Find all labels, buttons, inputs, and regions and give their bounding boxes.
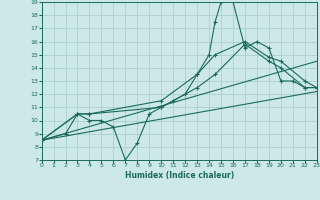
X-axis label: Humidex (Indice chaleur): Humidex (Indice chaleur) (124, 171, 234, 180)
